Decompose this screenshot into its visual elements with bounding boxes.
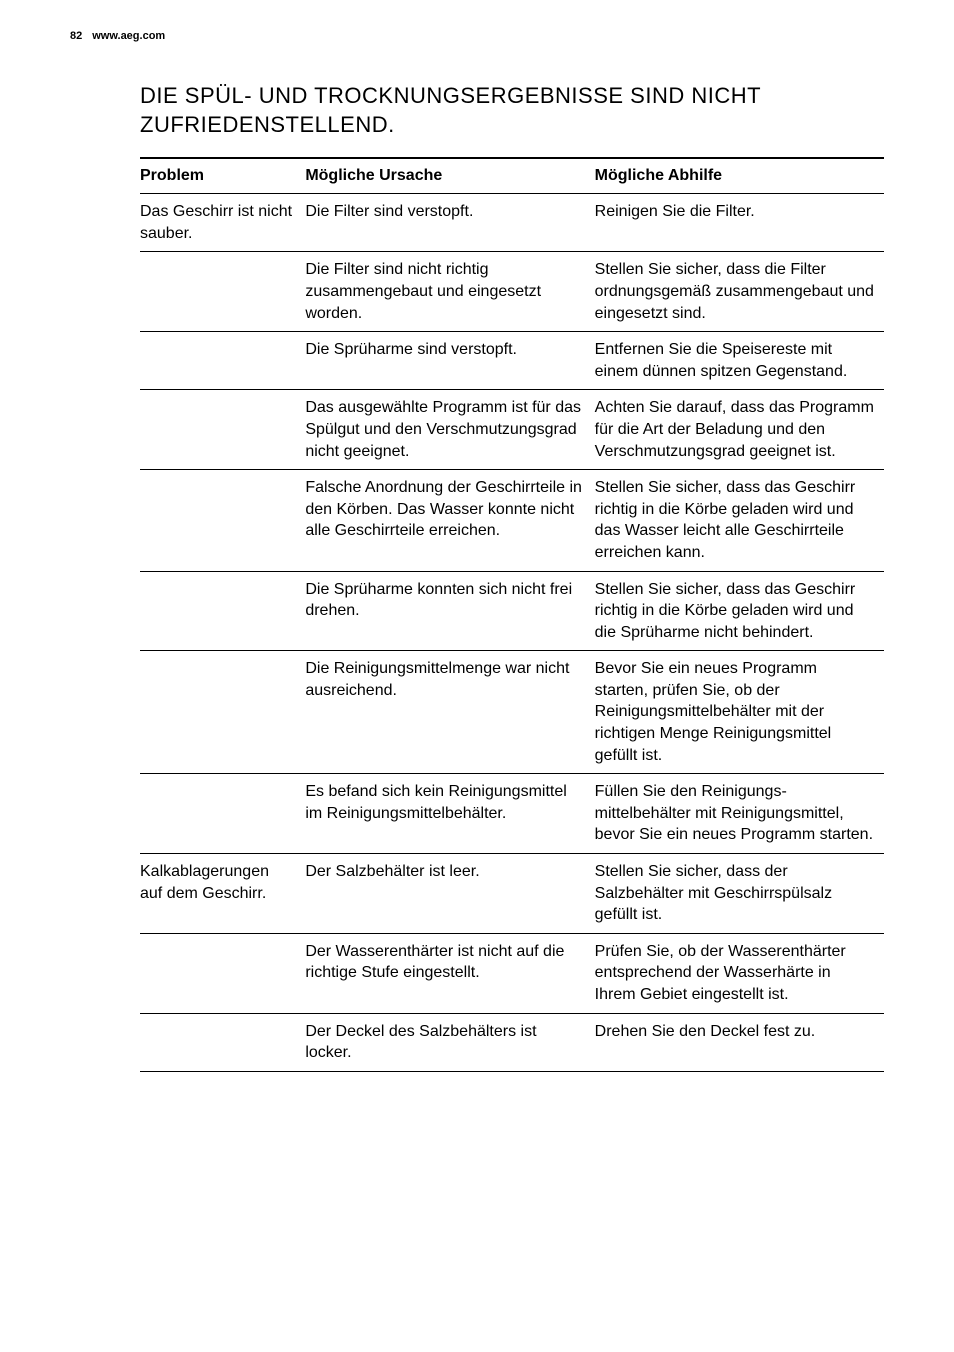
cell-cause: Der Deckel des Salzbehäl­ters ist locker… [305,1013,594,1071]
cell-remedy: Füllen Sie den Reinigungs­mittelbehälter… [595,774,884,854]
page-url: www.aeg.com [92,30,165,42]
cell-cause: Falsche Anordnung der Ge­schirrteile in … [305,470,594,571]
table-row: Falsche Anordnung der Ge­schirrteile in … [140,470,884,571]
section-title: DIE SPÜL- UND TROCKNUNGSERGEBNISSE SIND … [140,82,884,139]
cell-remedy: Reinigen Sie die Filter. [595,194,884,252]
table-header-row: Problem Mögliche Ursache Mögliche Abhilf… [140,158,884,194]
cell-remedy: Stellen Sie sicher, dass der Salzbehälte… [595,854,884,934]
table-row: Kalkablagerungen auf dem Geschirr. Der S… [140,854,884,934]
table-row: Es befand sich kein Reini­gungsmittel im… [140,774,884,854]
table-row: Die Sprüharme sind ver­stopft. Entfernen… [140,332,884,390]
cell-remedy: Stellen Sie sicher, dass das Geschirr ri… [595,470,884,571]
cell-cause: Die Reinigungsmittelmenge war nicht ausr… [305,651,594,774]
cell-problem [140,651,305,774]
cell-remedy: Entfernen Sie die Speiseres­te mit einem… [595,332,884,390]
col-header-problem: Problem [140,158,305,194]
page-header: 82 www.aeg.com [70,30,884,42]
cell-problem [140,332,305,390]
cell-remedy: Prüfen Sie, ob der Wasser­enthärter ents… [595,933,884,1013]
table-body: Das Geschirr ist nicht sauber. Die Filte… [140,194,884,1072]
col-header-cause: Mögliche Ursache [305,158,594,194]
cell-remedy: Stellen Sie sicher, dass das Geschirr ri… [595,571,884,651]
cell-cause: Die Sprüharme sind ver­stopft. [305,332,594,390]
cell-problem [140,774,305,854]
cell-cause: Der Salzbehälter ist leer. [305,854,594,934]
cell-remedy: Stellen Sie sicher, dass die Filter ordn… [595,252,884,332]
table-row: Die Filter sind nicht richtig zusammenge… [140,252,884,332]
cell-problem [140,1013,305,1071]
table-row: Das ausgewählte Programm ist für das Spü… [140,390,884,470]
cell-cause: Das ausgewählte Programm ist für das Spü… [305,390,594,470]
table-row: Die Sprüharme konnten sich nicht frei dr… [140,571,884,651]
cell-cause: Es befand sich kein Reini­gungsmittel im… [305,774,594,854]
cell-cause: Die Sprüharme konnten sich nicht frei dr… [305,571,594,651]
cell-cause: Die Filter sind nicht richtig zusammenge… [305,252,594,332]
cell-remedy: Bevor Sie ein neues Pro­gramm starten, p… [595,651,884,774]
cell-problem: Kalkablagerungen auf dem Geschirr. [140,854,305,934]
cell-remedy: Drehen Sie den Deckel fest zu. [595,1013,884,1071]
col-header-remedy: Mögliche Abhilfe [595,158,884,194]
cell-problem [140,252,305,332]
cell-cause: Die Filter sind verstopft. [305,194,594,252]
cell-problem [140,571,305,651]
troubleshoot-table: Problem Mögliche Ursache Mögliche Abhilf… [140,157,884,1072]
table-row: Der Wasserenthärter ist nicht auf die ri… [140,933,884,1013]
cell-problem: Das Geschirr ist nicht sauber. [140,194,305,252]
page-number: 82 [70,30,82,42]
cell-remedy: Achten Sie darauf, dass das Programm für… [595,390,884,470]
table-row: Das Geschirr ist nicht sauber. Die Filte… [140,194,884,252]
cell-problem [140,470,305,571]
cell-problem [140,933,305,1013]
table-row: Der Deckel des Salzbehäl­ters ist locker… [140,1013,884,1071]
cell-problem [140,390,305,470]
table-row: Die Reinigungsmittelmenge war nicht ausr… [140,651,884,774]
cell-cause: Der Wasserenthärter ist nicht auf die ri… [305,933,594,1013]
